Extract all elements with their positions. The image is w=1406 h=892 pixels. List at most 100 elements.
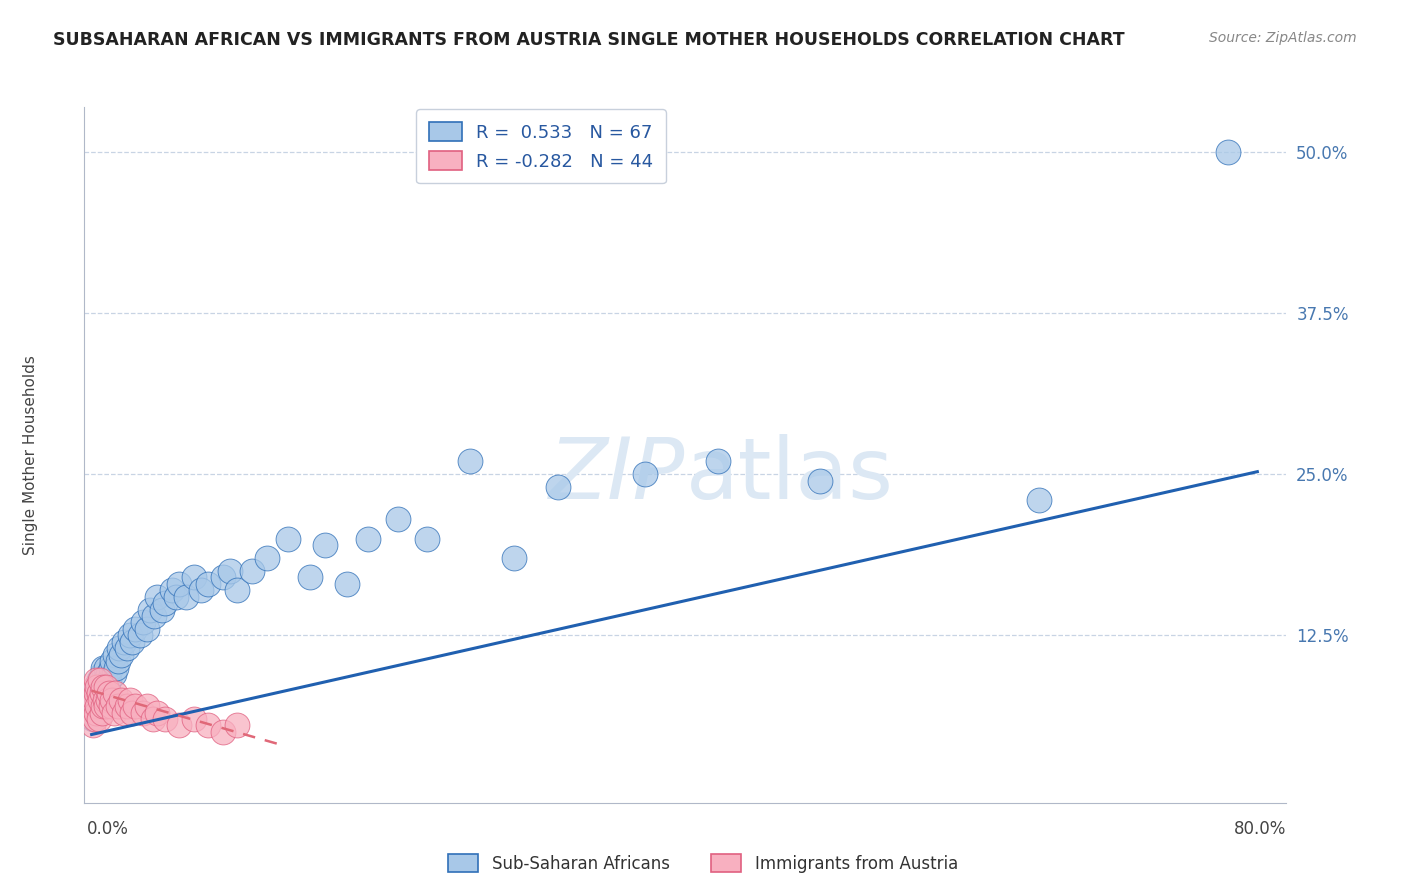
Point [136,622,159,636]
Text: Single Mother Households: Single Mother Households [24,355,38,555]
Point [87,686,110,700]
Point [143,609,166,624]
Point [226,718,249,732]
Point [84,706,107,720]
Point [503,551,526,566]
Point [256,551,278,566]
Point [83,699,105,714]
Point [107,699,129,714]
Text: SUBSAHARAN AFRICAN VS IMMIGRANTS FROM AUSTRIA SINGLE MOTHER HOUSEHOLDS CORRELATI: SUBSAHARAN AFRICAN VS IMMIGRANTS FROM AU… [53,31,1125,49]
Point [98,686,121,700]
Point [121,706,143,720]
Point [94,673,117,688]
Point [96,660,118,674]
Point [277,532,299,546]
Point [86,692,108,706]
Point [110,648,132,662]
Point [153,712,176,726]
Point [131,706,153,720]
Point [219,564,242,578]
Point [128,628,150,642]
Point [211,570,233,584]
Point [118,692,141,706]
Point [112,634,135,648]
Point [153,596,176,610]
Point [211,725,233,739]
Point [103,667,125,681]
Point [1218,145,1240,160]
Point [107,654,129,668]
Point [87,712,110,726]
Point [94,692,117,706]
Point [160,583,183,598]
Point [150,602,173,616]
Point [91,699,114,714]
Point [101,654,124,668]
Point [108,641,131,656]
Point [91,680,114,694]
Point [299,570,322,584]
Point [96,680,118,694]
Point [100,699,122,714]
Point [707,454,730,468]
Point [115,641,138,656]
Point [87,673,110,688]
Point [87,699,110,714]
Point [121,634,143,648]
Point [460,454,482,468]
Point [124,699,146,714]
Point [82,718,104,732]
Point [226,583,249,598]
Point [103,706,125,720]
Point [100,660,122,674]
Point [90,706,112,720]
Point [112,706,135,720]
Point [131,615,153,630]
Point [124,622,146,636]
Point [115,699,138,714]
Point [547,480,569,494]
Point [96,680,118,694]
Point [83,712,105,726]
Point [97,692,120,706]
Point [142,712,165,726]
Legend: R =  0.533   N = 67, R = -0.282   N = 44: R = 0.533 N = 67, R = -0.282 N = 44 [416,109,666,183]
Point [808,474,831,488]
Point [136,699,159,714]
Text: atlas: atlas [686,434,893,517]
Point [387,512,409,526]
Text: ZIP: ZIP [550,434,686,517]
Point [86,699,108,714]
Point [197,718,219,732]
Point [146,590,169,604]
Point [183,712,205,726]
Point [97,667,120,681]
Point [1028,493,1050,508]
Point [90,667,112,681]
Point [314,538,336,552]
Point [105,660,128,674]
Point [176,590,198,604]
Point [165,590,187,604]
Text: 0.0%: 0.0% [87,820,129,838]
Point [118,628,141,642]
Point [86,680,108,694]
Point [89,673,111,688]
Point [104,686,127,700]
Point [190,583,212,598]
Point [416,532,439,546]
Point [90,686,112,700]
Point [89,692,111,706]
Point [110,692,132,706]
Point [167,718,190,732]
Text: 80.0%: 80.0% [1234,820,1286,838]
Point [96,699,118,714]
Point [167,576,190,591]
Point [101,692,124,706]
Point [84,686,107,700]
Point [83,680,105,694]
Point [90,686,112,700]
Point [98,673,121,688]
Point [104,648,127,662]
Point [634,467,657,482]
